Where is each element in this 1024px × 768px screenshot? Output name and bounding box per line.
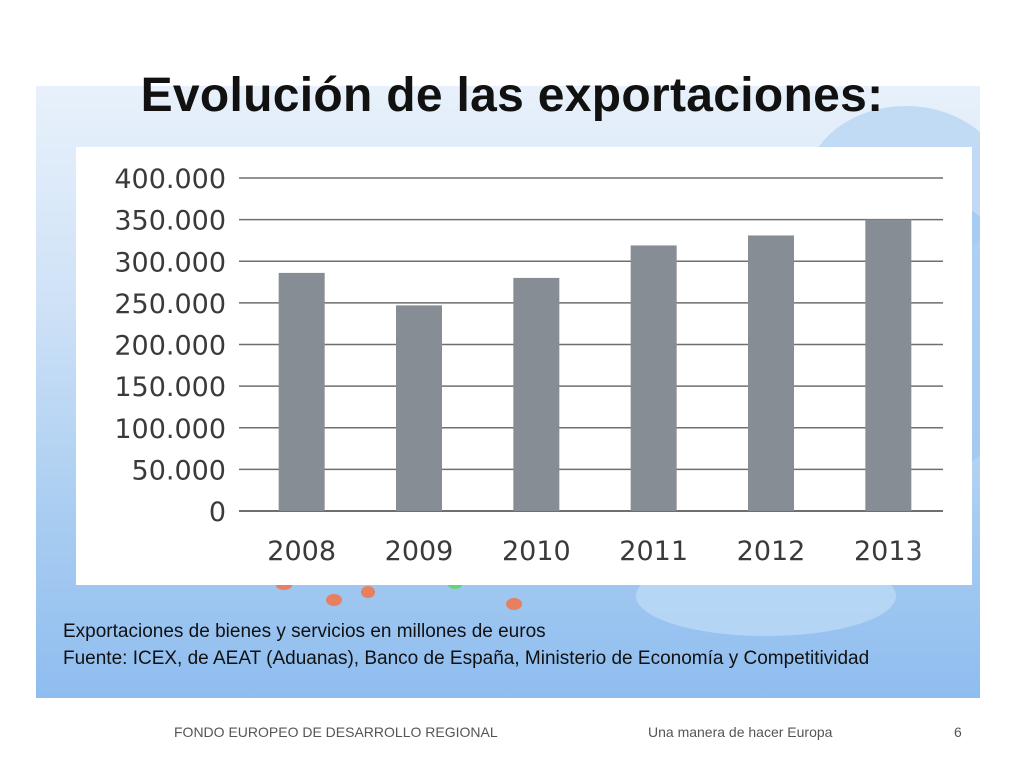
footer-fund-name: FONDO EUROPEO DE DESARROLLO REGIONAL — [174, 724, 498, 740]
y-tick-label: 400.000 — [114, 164, 226, 195]
slide-title: Evolución de las exportaciones: — [140, 69, 884, 122]
bar-chart-panel: 0 50.000 100.000 150.000 200.000 250.000 300.0… — [76, 147, 972, 585]
footer-slogan: Una manera de hacer Europa — [648, 724, 833, 740]
x-category-label: 2013 — [854, 536, 923, 567]
x-category-label: 2008 — [267, 536, 336, 567]
x-category-label: 2010 — [502, 536, 571, 567]
bar-2010 — [513, 277, 560, 511]
y-tick-label: 100.000 — [114, 414, 226, 445]
x-category-label: 2012 — [737, 536, 806, 567]
y-tick-label: 200.000 — [114, 331, 226, 362]
x-category-label: 2009 — [385, 536, 454, 567]
chart-caption: Exportaciones de bienes y servicios en m… — [63, 618, 943, 672]
caption-units-line: Exportaciones de bienes y servicios en m… — [63, 621, 546, 642]
caption-source-line: Fuente: ICEX, de AEAT (Aduanas), Banco d… — [63, 648, 870, 669]
bar-2013 — [865, 219, 912, 511]
bar-2012 — [748, 235, 794, 511]
y-tick-label: 0 — [209, 497, 226, 528]
bar-2008 — [278, 272, 325, 511]
y-tick-label: 250.000 — [114, 289, 226, 320]
bar-2009 — [396, 305, 442, 511]
page-number: 6 — [954, 724, 962, 740]
y-tick-label: 150.000 — [114, 372, 226, 403]
bar-2011 — [630, 245, 677, 511]
bar-chart: 0 50.000 100.000 150.000 200.000 250.000 300.0… — [114, 164, 943, 567]
y-tick-label: 300.000 — [114, 247, 226, 278]
x-category-label: 2011 — [619, 536, 688, 567]
y-tick-label: 350.000 — [114, 206, 226, 237]
y-tick-label: 50.000 — [132, 455, 226, 486]
